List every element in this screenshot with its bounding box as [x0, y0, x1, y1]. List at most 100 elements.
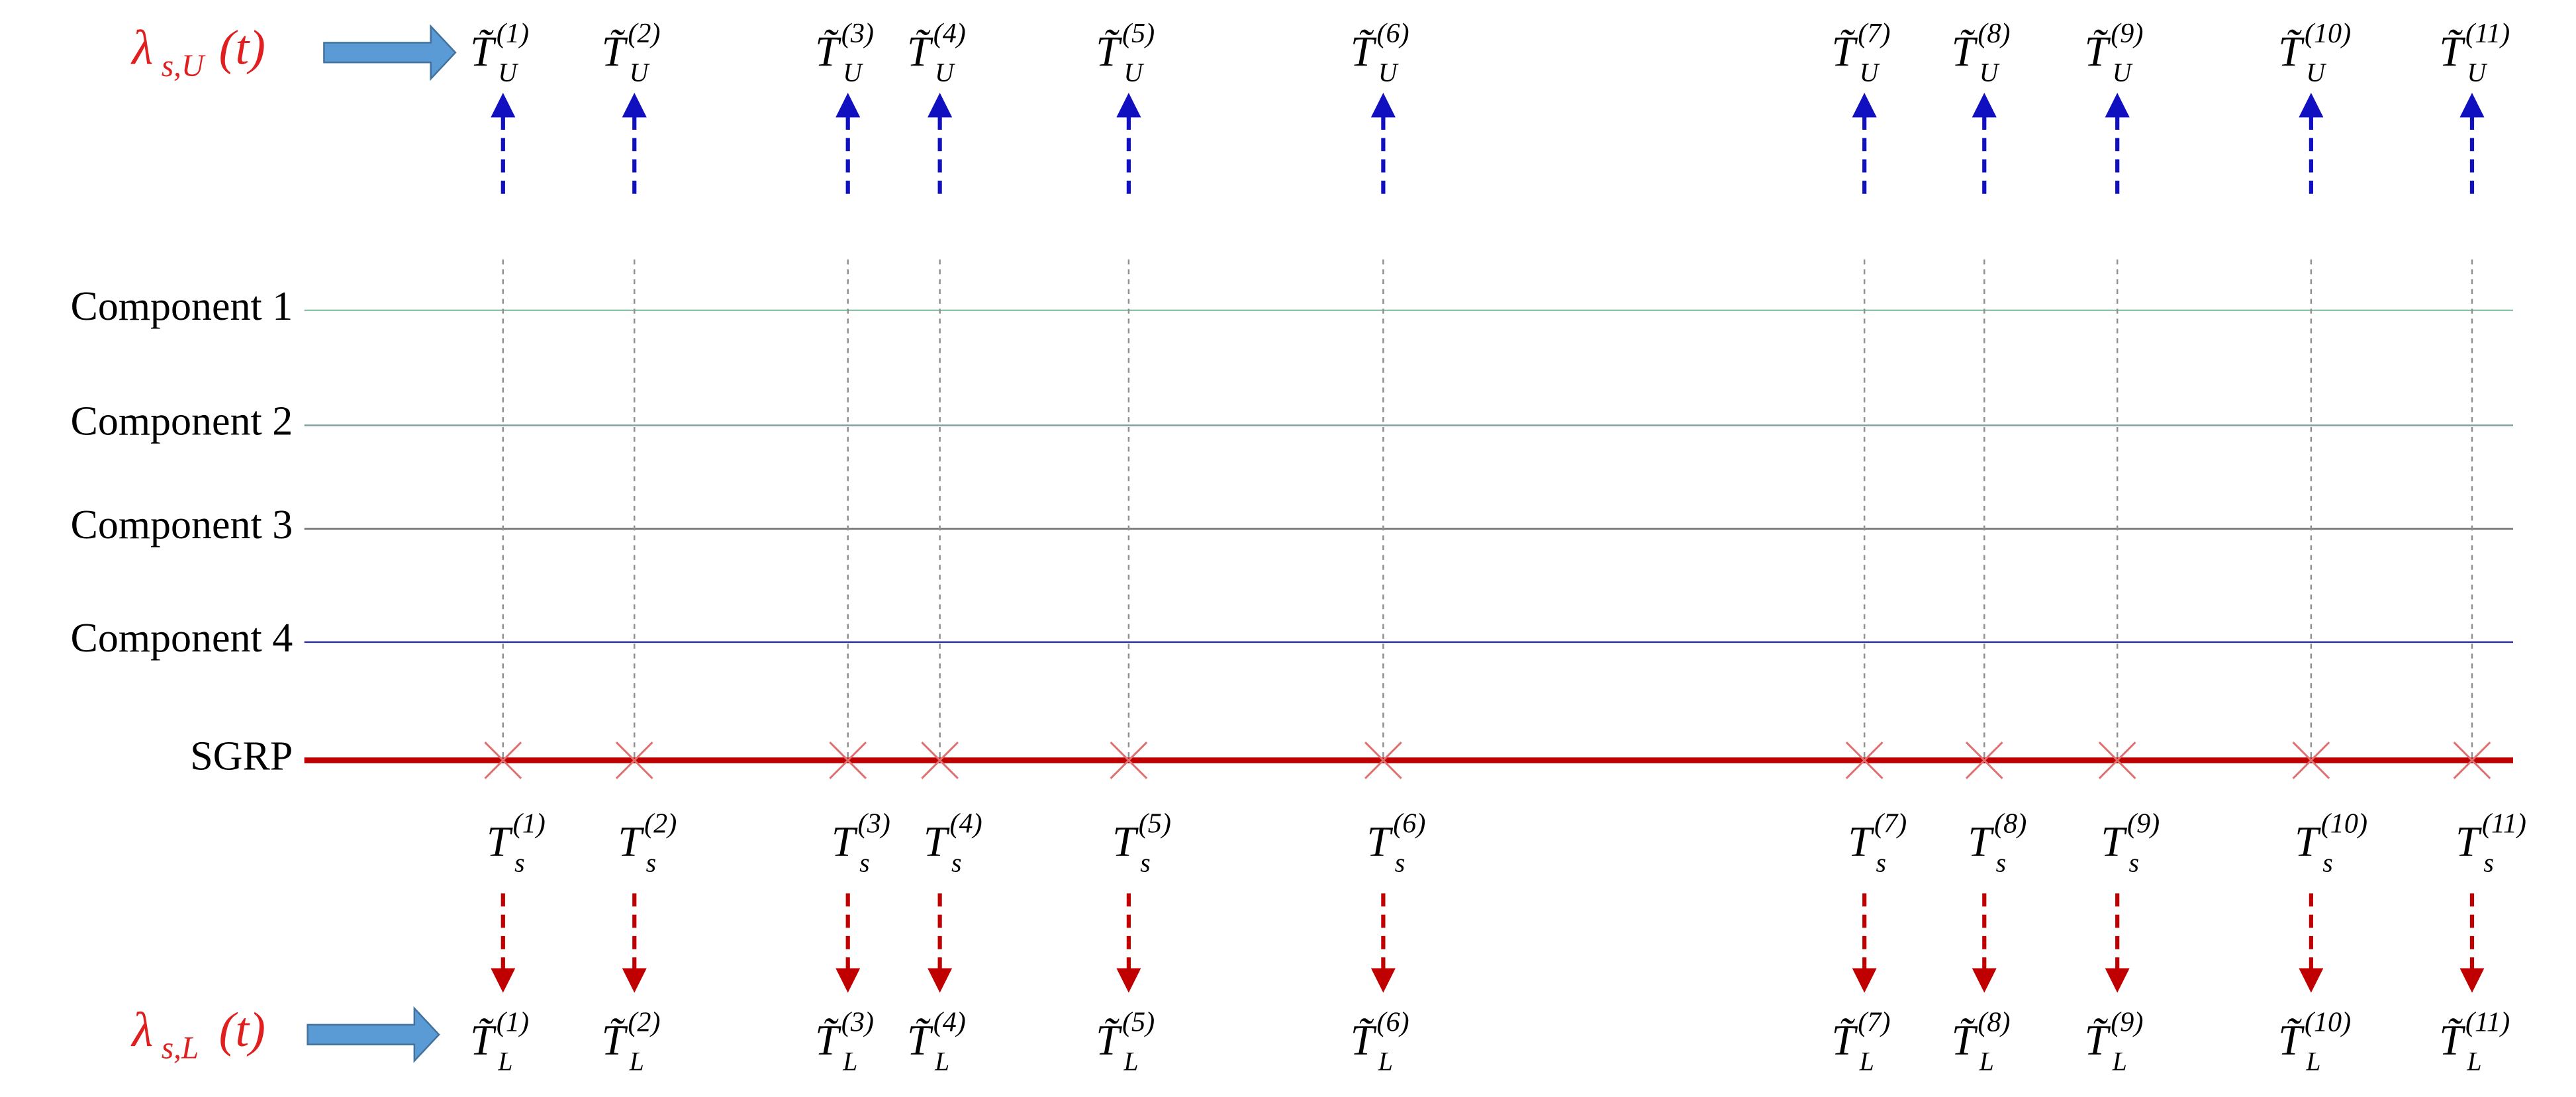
label-sup: (2): [628, 1007, 660, 1038]
label-base: T: [1848, 818, 1874, 865]
label-base: T̃: [1351, 1016, 1377, 1063]
label-base: T: [832, 818, 858, 865]
event-cross: [829, 741, 867, 779]
rate-arg: (t): [219, 1003, 265, 1057]
label-base: T: [2295, 818, 2321, 865]
row-label: Component 3: [70, 502, 293, 548]
label-sup: (8): [1994, 808, 2027, 839]
label-sup: (8): [1978, 18, 2010, 49]
label-sup: (9): [2111, 18, 2143, 49]
label-sup: (3): [858, 808, 890, 839]
label-sup: (10): [2305, 18, 2351, 49]
event-cross: [1965, 741, 2003, 779]
label-sub: U: [1860, 58, 1880, 87]
label-base: T̃: [2278, 1016, 2305, 1063]
label-sup: (2): [644, 808, 677, 839]
block-arrow: [307, 1006, 440, 1063]
label-sub: L: [934, 1047, 949, 1076]
event-cross: [1845, 741, 1884, 779]
label-sub: U: [935, 58, 955, 87]
label-sup: (4): [950, 808, 982, 839]
block-arrow: [323, 24, 457, 81]
label-sup: (3): [841, 18, 874, 49]
label-sup: (2): [628, 18, 660, 49]
label-sub: s: [859, 848, 869, 877]
label-base: T̃: [907, 28, 933, 75]
label-base: T̃: [2439, 28, 2465, 75]
label-sub: s: [2483, 848, 2493, 877]
label-sub: U: [498, 58, 518, 87]
row-label: SGRP: [190, 734, 293, 779]
label-sub: s: [646, 848, 656, 877]
label-base: T: [1968, 818, 1994, 865]
label-sub: s: [1395, 848, 1405, 877]
label-sub: s: [1996, 848, 2006, 877]
label-sup: (7): [1874, 808, 1907, 839]
label-sup: (8): [1978, 1007, 2010, 1038]
label-base: T: [924, 818, 950, 865]
label-base: T̃: [1832, 28, 1858, 75]
label-sub: L: [1979, 1047, 1994, 1076]
label-sup: (4): [933, 1007, 966, 1038]
label-sub: U: [1123, 58, 1144, 87]
label-base: T: [2456, 818, 2482, 865]
rate-arg: (t): [219, 21, 265, 75]
label-sub: L: [1859, 1047, 1874, 1076]
label-sup: (9): [2127, 808, 2160, 839]
label-base: T̃: [1096, 1016, 1122, 1063]
label-sub: U: [843, 58, 863, 87]
rate-sub: s,L: [162, 1031, 199, 1065]
label-base: T̃: [602, 28, 628, 75]
label-base: T̃: [2085, 1016, 2111, 1063]
label-sub: s: [951, 848, 961, 877]
label-sub: s: [2129, 848, 2139, 877]
label-sub: U: [2113, 58, 2133, 87]
label-base: T̃: [1351, 28, 1377, 75]
label-sup: (7): [1858, 1007, 1890, 1038]
label-base: T: [487, 818, 513, 865]
label-sup: (6): [1376, 18, 1409, 49]
label-sup: (7): [1858, 18, 1890, 49]
row-label: Component 4: [70, 616, 293, 661]
label-base: T̃: [470, 1016, 497, 1063]
label-sub: L: [497, 1047, 512, 1076]
label-base: T̃: [815, 1016, 841, 1063]
label-sup: (1): [497, 1007, 529, 1038]
event-cross: [2292, 741, 2330, 779]
label-base: T: [1112, 818, 1139, 865]
label-base: T̃: [602, 1016, 628, 1063]
label-sub: s: [2322, 848, 2332, 877]
label-base: T: [618, 818, 644, 865]
label-sub: L: [2305, 1047, 2320, 1076]
label-sup: (9): [2111, 1007, 2143, 1038]
label-sub: U: [2467, 58, 2488, 87]
label-base: T̃: [1952, 1016, 1978, 1063]
rate-symbol: λ: [130, 1003, 153, 1057]
row-label: Component 1: [70, 284, 293, 329]
label-base: T̃: [470, 28, 497, 75]
row-label: Component 2: [70, 399, 293, 444]
label-sub: U: [1378, 58, 1399, 87]
label-sub: L: [2467, 1047, 2482, 1076]
label-sup: (11): [2465, 1007, 2510, 1038]
label-sup: (5): [1122, 1007, 1155, 1038]
event-cross: [484, 741, 522, 779]
event-cross: [921, 741, 959, 779]
label-sup: (10): [2305, 1007, 2351, 1038]
label-base: T̃: [2085, 28, 2111, 75]
label-sup: (5): [1122, 18, 1155, 49]
rate-sub: s,U: [162, 49, 206, 83]
label-base: T̃: [907, 1016, 933, 1063]
label-sub: U: [630, 58, 650, 87]
label-sup: (1): [497, 18, 529, 49]
label-sub: s: [1876, 848, 1886, 877]
label-base: T̃: [1832, 1016, 1858, 1063]
label-sup: (1): [513, 808, 546, 839]
event-cross: [1364, 741, 1402, 779]
event-cross: [615, 741, 653, 779]
label-base: T̃: [1096, 28, 1122, 75]
label-base: T: [2101, 818, 2127, 865]
label-sub: L: [1378, 1047, 1393, 1076]
event-cross: [2098, 741, 2136, 779]
label-sup: (6): [1393, 808, 1425, 839]
